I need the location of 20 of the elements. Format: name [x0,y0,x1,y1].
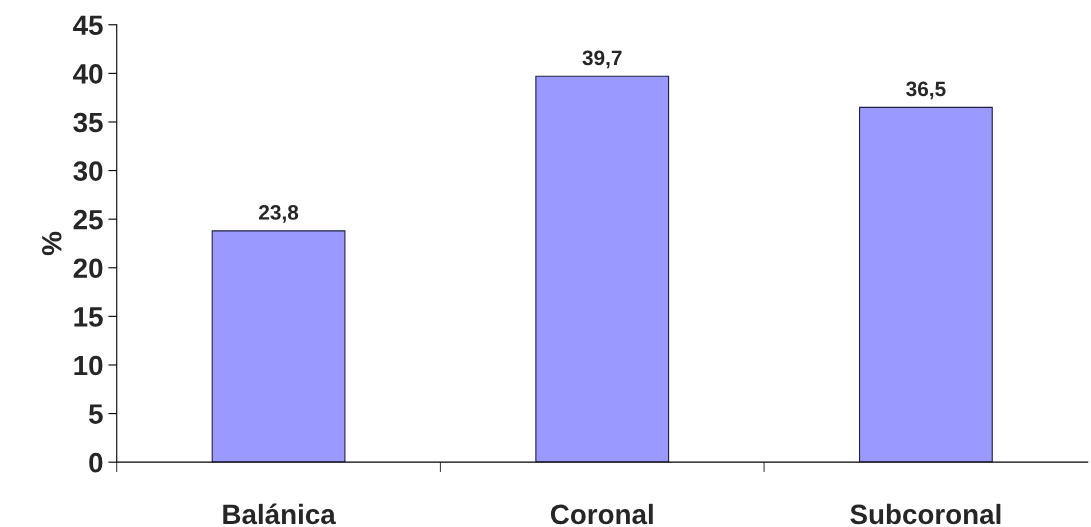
y-tick-label: 40 [73,64,103,84]
y-tick-label: 5 [88,404,103,424]
y-tick-label: 10 [74,355,103,376]
data-label: 36,5 [906,81,946,100]
y-tick-label: 45 [73,15,103,36]
bar [535,75,670,463]
bar [211,230,346,463]
y-tick-label: 20 [73,258,103,279]
x-tick-label: Subcoronal [850,503,1001,525]
y-axis-title: % [42,231,62,256]
x-tick-label: Coronal [550,503,653,525]
bar [858,106,993,463]
y-tick-label: 30 [73,161,103,181]
y-tick-label: 15 [74,307,103,327]
data-label: 39,7 [582,50,622,69]
data-label: 23,8 [259,205,299,223]
y-tick-label: 0 [89,452,103,473]
x-tick-label: Balánica [223,503,336,525]
y-tick-label: 35 [73,112,103,133]
y-tick-label: 25 [73,209,103,230]
